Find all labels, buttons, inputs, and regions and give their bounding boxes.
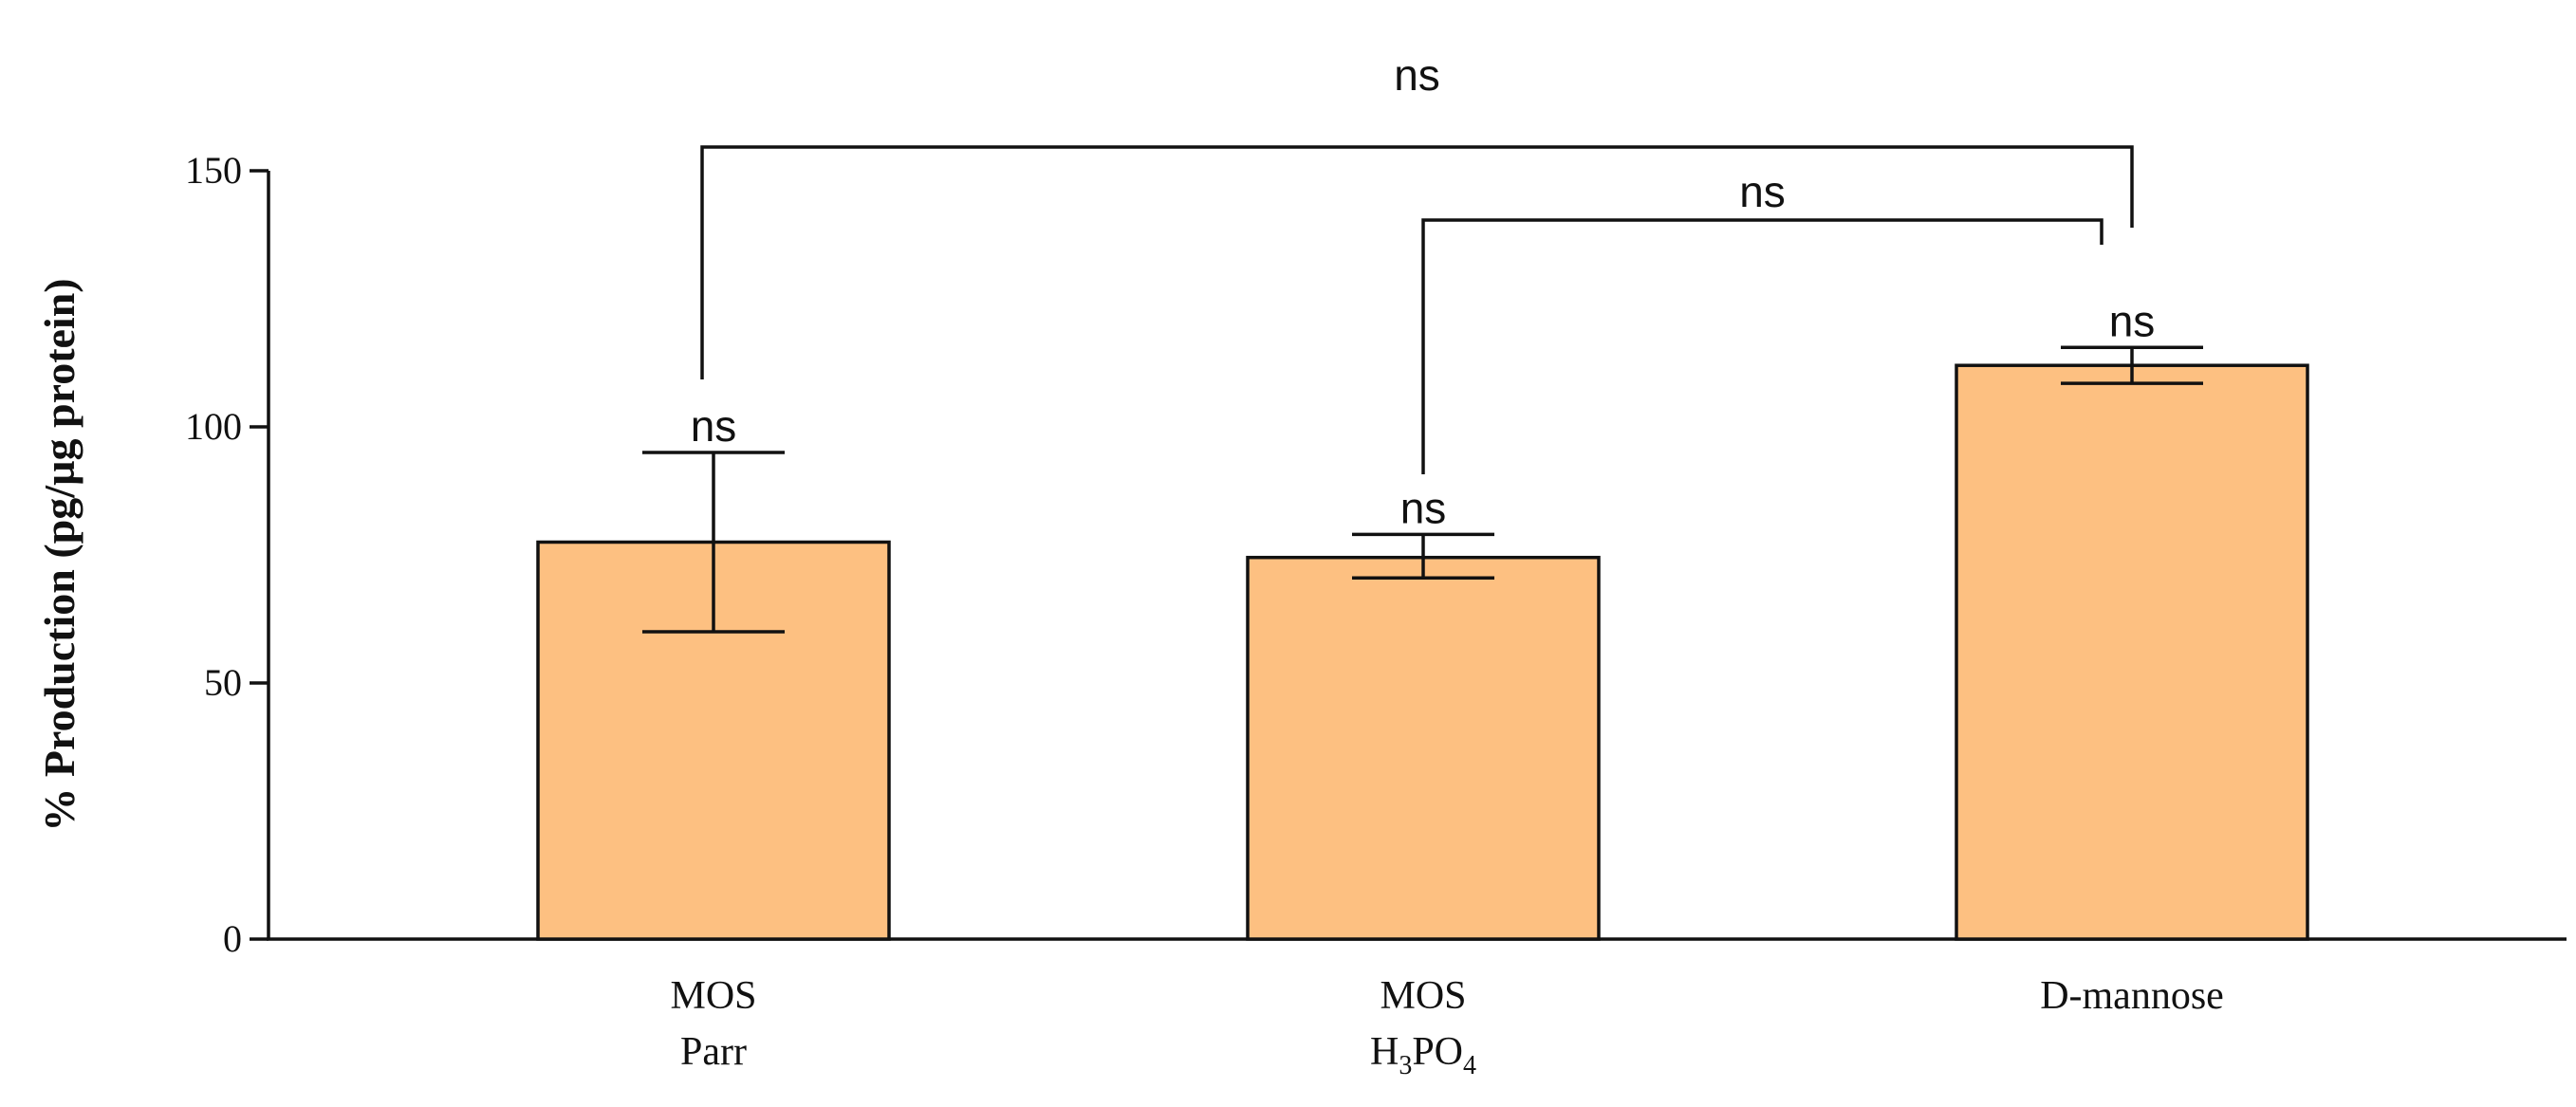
x-category-label: MOS (670, 974, 756, 1018)
x-category-label-line2: Parr (680, 1030, 747, 1074)
x-category-label-line2: H3PO4 (1370, 1030, 1476, 1080)
x-category-label: D-mannose (2040, 974, 2224, 1018)
bar-significance-label: ns (2109, 296, 2156, 345)
y-tick-label: 50 (204, 661, 242, 704)
bar-significance-label: ns (691, 401, 737, 451)
bar (1246, 555, 1601, 941)
labels: 0 50 100 150 % Production (pg/µg protein) MOS… (35, 149, 2224, 1080)
comparison-bracket (1421, 218, 2103, 474)
subscript-text: 3 (1399, 1051, 1412, 1080)
error-bars (642, 345, 2203, 634)
x-category-label: MOS (1380, 974, 1466, 1018)
bar (1955, 363, 2309, 941)
y-tick-label: 100 (185, 405, 242, 448)
y-tick-label: 0 (223, 917, 242, 960)
bars (536, 363, 2309, 941)
label-text: H (1370, 1030, 1399, 1074)
comparison-bracket (700, 145, 2134, 379)
label-text: PO (1412, 1030, 1463, 1074)
comparison-significance-label: ns (1394, 50, 1440, 100)
comparison-brackets: ns ns (700, 50, 2134, 474)
annotations: ns ns ns (691, 296, 2156, 532)
subscript-text: 4 (1463, 1051, 1476, 1080)
y-tick-label: 150 (185, 149, 242, 192)
y-axis-title: % Production (pg/µg protein) (35, 278, 83, 831)
bar-significance-label: ns (1400, 483, 1447, 532)
comparison-significance-label: ns (1739, 167, 1786, 216)
